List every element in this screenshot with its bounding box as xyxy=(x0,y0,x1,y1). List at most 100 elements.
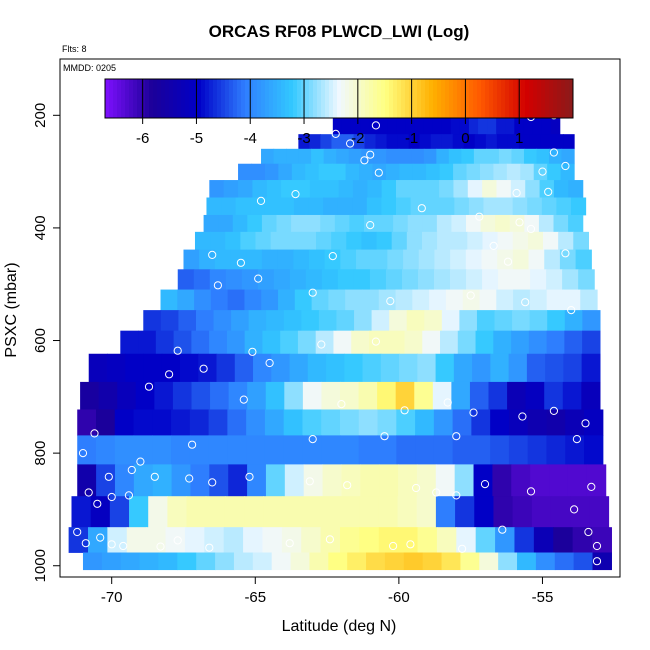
sample-point xyxy=(538,167,547,176)
heatmap-cell xyxy=(451,381,471,410)
heatmap-cell xyxy=(241,269,259,290)
heatmap-cell xyxy=(98,381,118,410)
sample-point xyxy=(592,557,602,566)
heatmap-cell xyxy=(563,289,581,311)
colorbar-swatch xyxy=(429,79,434,118)
heatmap-cell xyxy=(495,527,516,553)
sample-point xyxy=(480,480,490,489)
x-tick-label: -65 xyxy=(244,589,266,606)
heatmap-cell xyxy=(508,409,529,436)
heatmap-cell xyxy=(213,310,232,332)
colorbar-swatch xyxy=(569,79,574,118)
heatmap-cell xyxy=(425,197,441,216)
heatmap-cell xyxy=(223,527,244,553)
heatmap-cell xyxy=(305,269,323,290)
sample-point xyxy=(291,190,300,199)
colorbar-swatch xyxy=(361,79,366,118)
sample-point xyxy=(469,408,478,417)
colorbar-swatch xyxy=(237,79,242,118)
heatmap-cell xyxy=(290,552,311,571)
heatmap-cell xyxy=(479,552,499,571)
sample-point xyxy=(150,472,159,481)
heatmap-cell xyxy=(412,289,430,311)
heatmap-cell xyxy=(321,381,341,410)
heatmap-cell xyxy=(592,552,612,571)
heatmap-cell xyxy=(525,180,541,198)
sample-point xyxy=(400,406,409,415)
heatmap-cell xyxy=(472,353,491,383)
colorbar-swatch xyxy=(269,79,274,118)
colorbar-swatch xyxy=(253,79,258,118)
heatmap-cell xyxy=(375,134,388,150)
colorbar-swatch xyxy=(369,79,374,118)
colorbar-swatch xyxy=(293,79,298,118)
sample-point xyxy=(173,346,182,355)
heatmap-cell xyxy=(474,134,487,150)
heatmap-cell xyxy=(518,134,531,150)
heatmap-cell xyxy=(246,435,266,465)
heatmap-cell xyxy=(395,289,413,311)
heatmap-cell xyxy=(507,381,527,410)
heatmap-cell xyxy=(225,269,243,290)
heatmap-cell xyxy=(205,496,226,528)
heatmap-cell xyxy=(441,134,454,150)
heatmap-cell xyxy=(581,381,601,410)
colorbar-swatch xyxy=(297,79,302,118)
heatmap-cell xyxy=(572,527,593,553)
heatmap-cell xyxy=(238,180,254,198)
heatmap-cell xyxy=(133,435,153,465)
colorbar-swatch xyxy=(545,79,550,118)
heatmap-cell xyxy=(353,134,366,150)
heatmap-cell xyxy=(439,180,455,198)
colorbar-swatch xyxy=(325,79,330,118)
heatmap-cell xyxy=(240,231,257,250)
sample-point xyxy=(371,337,380,346)
colorbar-swatch xyxy=(241,79,246,118)
heatmap-cell xyxy=(508,435,529,465)
heatmap-cell xyxy=(359,527,380,553)
heatmap-cell xyxy=(361,231,378,250)
sample-point xyxy=(325,535,334,544)
heatmap-cell xyxy=(348,148,362,165)
heatmap-cell xyxy=(326,353,345,383)
colorbar-swatch xyxy=(245,79,250,118)
colorbar-swatch xyxy=(141,79,146,118)
sample-point xyxy=(518,412,527,421)
heatmap-cell xyxy=(231,310,250,332)
heatmap-cell xyxy=(455,496,475,528)
heatmap-cell xyxy=(414,381,434,410)
heatmap-cell xyxy=(369,269,387,290)
heatmap-cell xyxy=(133,409,153,436)
heatmap-cell xyxy=(529,134,542,150)
heatmap-cell xyxy=(433,435,454,465)
heatmap-cell xyxy=(378,496,399,528)
heatmap-cell xyxy=(437,231,453,250)
heatmap-cell xyxy=(563,134,575,150)
heatmap-cell xyxy=(528,330,548,355)
heatmap-cell xyxy=(535,552,556,571)
heatmap-cell xyxy=(350,118,361,135)
heatmap-cell xyxy=(399,163,414,181)
sample-point xyxy=(104,472,113,481)
heatmap-cell xyxy=(435,353,455,383)
heatmap-cell xyxy=(209,180,225,198)
heatmap-cell xyxy=(546,330,565,355)
heatmap-cell xyxy=(441,118,452,135)
heatmap-cell xyxy=(96,464,116,497)
sample-point xyxy=(526,487,536,496)
heatmap-cell xyxy=(161,353,181,383)
x-axis-label: Latitude (deg N) xyxy=(282,618,397,635)
heatmap-cell xyxy=(575,249,592,270)
sample-point xyxy=(188,440,197,449)
heatmap-cell xyxy=(349,214,365,233)
heatmap-cell xyxy=(397,496,418,528)
heatmap-cell xyxy=(96,435,116,465)
sample-point xyxy=(587,482,596,491)
heatmap-cell xyxy=(508,353,528,383)
heatmap-cell xyxy=(407,214,423,233)
heatmap-cell xyxy=(154,381,174,410)
heatmap-cell xyxy=(487,118,497,135)
sample-point xyxy=(489,241,498,250)
colorbar-swatch xyxy=(229,79,234,118)
